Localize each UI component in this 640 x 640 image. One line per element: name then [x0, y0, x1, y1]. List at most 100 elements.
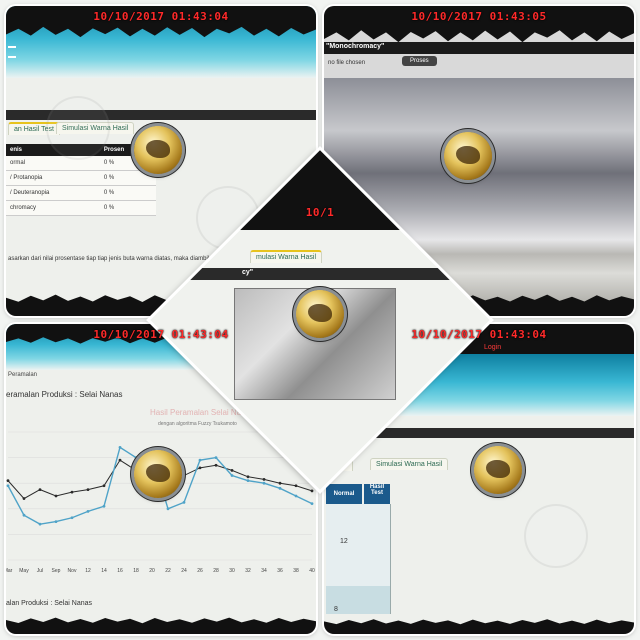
- data-point: [86, 488, 90, 491]
- login-link[interactable]: Login: [484, 344, 502, 351]
- footer-note: asarkan dari nilai prosentase tiap tiap …: [8, 256, 218, 262]
- data-point: [310, 502, 314, 506]
- timestamp: 10/10/2017 01:43:04: [411, 328, 547, 341]
- data-point: [310, 489, 314, 493]
- x-tick-label: 18: [133, 568, 139, 574]
- x-tick-label: Jul: [37, 568, 43, 574]
- data-point: [246, 479, 250, 483]
- mode-bar: [324, 42, 634, 54]
- data-point: [38, 522, 42, 526]
- cell-prosen: 0 %: [99, 185, 156, 201]
- data-point: [262, 481, 266, 485]
- cell-prosen: 0 %: [99, 170, 156, 186]
- data-point: [166, 507, 170, 511]
- torn-edge-bottom: [324, 619, 634, 634]
- data-point: [278, 481, 282, 485]
- watermark-seal: [46, 96, 110, 160]
- data-point: [86, 509, 90, 513]
- chart-title: Hasil Peramalan Selai Nan: [150, 408, 246, 417]
- data-point: [198, 466, 202, 470]
- center-label: cy": [242, 269, 254, 276]
- x-tick-label: 28: [213, 568, 219, 574]
- x-tick-label: 36: [277, 568, 283, 574]
- x-tick-label: 14: [101, 568, 107, 574]
- data-point: [198, 458, 202, 462]
- seal-logo-icon: [134, 126, 182, 174]
- data-point: [118, 458, 122, 462]
- timestamp: 10/10/2017 01:43:04: [93, 328, 229, 341]
- cell-jenis: chromacy: [6, 200, 100, 216]
- breadcrumb[interactable]: Peramalan: [8, 372, 38, 378]
- cell-jenis: / Deuteranopia: [6, 185, 100, 201]
- table-header-normal: Normal: [326, 484, 362, 504]
- data-point: [102, 484, 106, 488]
- chart-footer: alan Produksi : Selai Nanas: [6, 600, 92, 607]
- x-tick-label: May: [19, 568, 29, 574]
- cell-prosen: 0 %: [99, 200, 156, 216]
- data-point: [38, 488, 42, 491]
- file-status: no file chosen: [328, 60, 366, 66]
- x-tick-label: 26: [197, 568, 203, 574]
- x-tick-label: Nov: [68, 568, 77, 574]
- seal-logo-icon: [444, 132, 492, 180]
- x-tick-label: 34: [261, 568, 267, 574]
- nav-bar: [324, 428, 634, 438]
- data-point: [214, 463, 218, 467]
- data-point: [182, 474, 186, 477]
- nav-bar: [6, 110, 316, 120]
- seal-logo-icon: [474, 446, 522, 494]
- data-point: [102, 504, 106, 508]
- process-button[interactable]: Proses: [402, 56, 437, 66]
- center-label-bar: [190, 268, 450, 280]
- hasil-value: 8: [334, 606, 338, 613]
- x-tick-label: Sep: [52, 568, 61, 574]
- normal-value: 12: [340, 538, 348, 545]
- tab-simulasi-warna[interactable]: Simulasi Warna Hasil: [370, 458, 449, 470]
- data-point: [278, 486, 282, 490]
- x-tick-label: 20: [149, 568, 155, 574]
- data-point: [22, 513, 26, 517]
- x-tick-label: 24: [181, 568, 187, 574]
- data-point: [6, 479, 10, 483]
- seal-logo-icon: [134, 450, 182, 498]
- x-tick-label: 16: [117, 568, 123, 574]
- x-tick-label: 40: [309, 568, 315, 574]
- cell-jenis: / Protanopia: [6, 170, 100, 186]
- menu-icon[interactable]: [8, 46, 16, 58]
- table-row: / Deuteranopia 0 %: [6, 185, 156, 201]
- data-point: [246, 475, 250, 479]
- torn-edge-bottom: [6, 617, 316, 634]
- table-row: chromacy 0 %: [6, 200, 156, 216]
- data-point: [230, 474, 234, 477]
- data-point: [262, 477, 266, 481]
- data-point: [134, 456, 138, 459]
- data-point: [182, 501, 186, 504]
- chart-subtitle: dengan algoritma Fuzzy Tsukamoto: [158, 421, 237, 427]
- data-point: [294, 484, 298, 488]
- table-row: / Protanopia 0 %: [6, 170, 156, 186]
- data-point: [214, 456, 218, 459]
- tab-simulasi-warna[interactable]: mulasi Warna Hasil: [250, 250, 323, 263]
- page-title: eramalan Produksi : Selai Nanas: [6, 390, 123, 399]
- table-header-hasil: Hasil Test: [364, 484, 390, 504]
- data-point: [70, 490, 74, 494]
- timestamp: 10/10/2017 01:43:05: [411, 10, 547, 23]
- data-point: [70, 516, 74, 520]
- data-point: [6, 484, 10, 488]
- x-tick-label: 30: [229, 568, 235, 574]
- seal-logo-icon: [296, 290, 344, 338]
- data-point: [22, 497, 26, 500]
- x-tick-label: 38: [293, 568, 299, 574]
- x-tick-label: 22: [165, 568, 171, 574]
- data-point: [230, 469, 234, 472]
- mode-label: "Monochromacy": [326, 43, 385, 50]
- watermark-seal: [524, 504, 588, 568]
- data-point: [54, 520, 58, 523]
- data-point: [294, 494, 298, 498]
- x-tick-label: Mar: [6, 568, 13, 574]
- x-tick-label: 12: [85, 568, 91, 574]
- column-fill: [326, 586, 390, 614]
- x-tick-label: 32: [245, 568, 251, 574]
- timestamp: 10/10/2017 01:43:04: [93, 10, 229, 23]
- panel-top-left: 10/10/2017 01:43:04 an Hasil Test Simula…: [6, 6, 316, 316]
